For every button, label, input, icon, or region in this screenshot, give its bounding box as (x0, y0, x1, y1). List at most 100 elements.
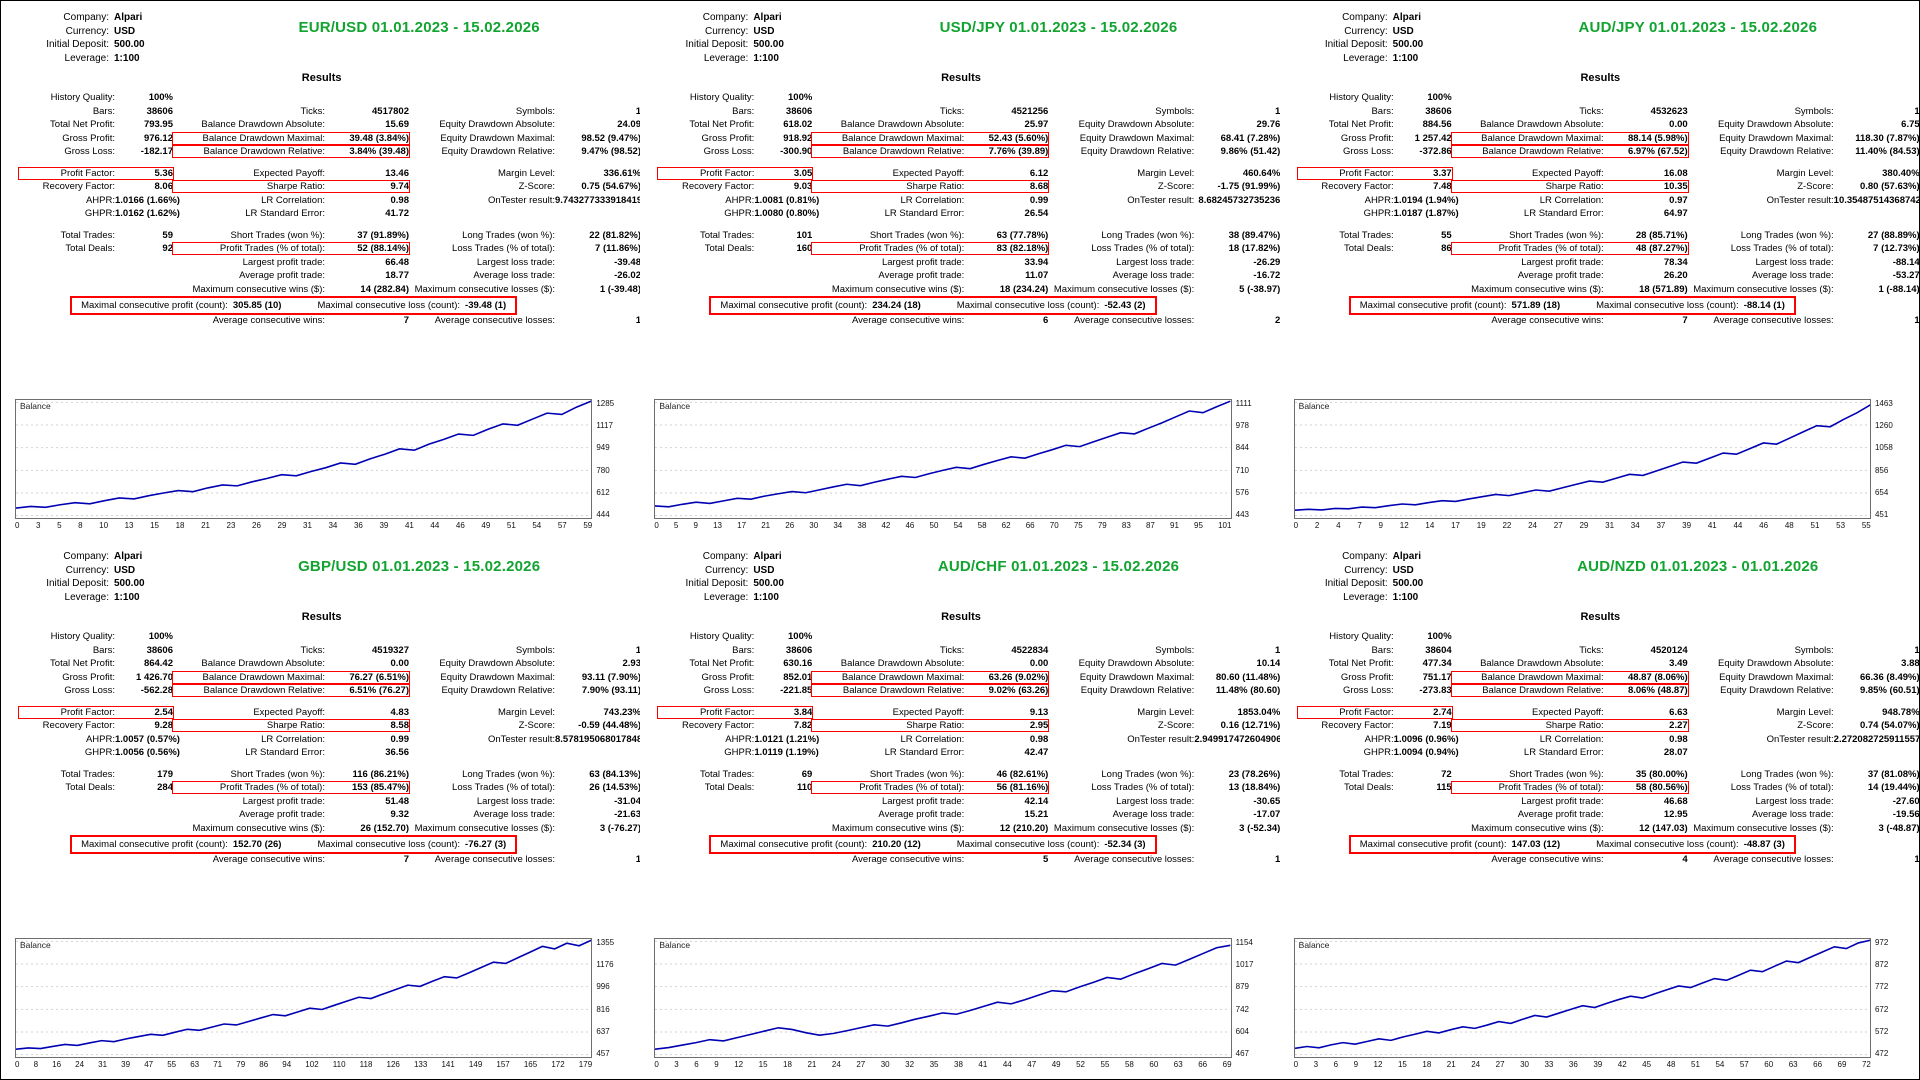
x-axis-tick: 2 (1314, 521, 1320, 530)
balance-chart: Balance 1111 978 844 710 576 443 0 5 9 13 17 21 26 30 3… (654, 399, 1267, 532)
stat-value: 793.95 (143, 119, 173, 131)
stat-value: 1.0094 (0.94%) (1393, 747, 1459, 759)
stat-label: Symbols: (515, 105, 555, 117)
chart-plot: Balance (15, 938, 593, 1058)
stat-value: 11.40% (84.53) (1855, 146, 1919, 158)
stat-label: Margin Level: (497, 167, 555, 179)
stats-row: AHPR: 1.0081 (0.81%) LR Correlation: 0.99 On… (658, 194, 1279, 208)
stat-label: Ticks: (939, 644, 965, 656)
stat-pair: Maximum consecutive losses ($): 3 (-52.34… (1048, 822, 1280, 834)
x-axis-tick: 14 (1425, 521, 1435, 530)
stat-value: 4517802 (372, 105, 409, 117)
stat-value: 24.09 (617, 119, 641, 131)
x-axis-tick: 9 (1353, 1060, 1359, 1069)
stat-value: 0.00 (390, 658, 410, 670)
stat-value: 305.85 (10) (232, 299, 282, 311)
x-axis-tick: 42 (1617, 1060, 1627, 1069)
stats-row-consecutive: Maximal consecutive profit (count): 571.8… (1298, 295, 1907, 315)
stat-pair: GHPR: 1.0162 (1.62%) (19, 208, 180, 219)
account-label: Leverage: (64, 591, 109, 603)
stat-value: 6.63 (1669, 706, 1688, 718)
stat-label: Z-Score: (1797, 720, 1834, 732)
stat-value: 42.47 (1024, 747, 1049, 759)
stat-label: Profit Trades (% of total): (1498, 782, 1604, 794)
stat-pair: History Quality: 100% (658, 92, 812, 103)
stat-label: Z-Score: (518, 720, 555, 732)
x-axis-tick: 39 (1593, 1060, 1603, 1069)
stat-label: Average consecutive losses: (1074, 854, 1195, 866)
account-value: 500.00 (753, 578, 784, 589)
stat-value: 1.0187 (1.87%) (1393, 208, 1459, 220)
stat-value: 3.84 (793, 706, 813, 718)
stat-label: Average loss trade: (1751, 809, 1834, 821)
stat-label: Short Trades (won %): (1509, 229, 1604, 241)
stat-value: 93.11 (7.90%) (581, 671, 641, 683)
stats-row: Gross Profit: 751.17 Balance Drawdown Maxi… (1298, 670, 1919, 685)
stats-row: Bars: 38606 Ticks: 4517802 Symbols: 1 (19, 105, 641, 119)
stat-value: 37 (81.08%) (1867, 768, 1919, 780)
stat-pair: Long Trades (won %): 22 (81.82%) (409, 230, 640, 241)
stats-row: Total Deals: 284 Profit Trades (% of total… (19, 781, 640, 795)
stat-pair: Short Trades (won %): 46 (82.61%) (812, 769, 1049, 780)
stat-label: Short Trades (won %): (869, 229, 965, 241)
x-axis-tick: 13 (713, 521, 723, 530)
balance-curve-svg (16, 939, 591, 1057)
x-axis-tick: 149 (468, 1060, 483, 1069)
stat-label: Largest profit trade: (1521, 256, 1604, 268)
stat-pair: Ticks: 4521256 (812, 106, 1048, 117)
stat-label: Margin Level: (497, 706, 555, 718)
stat-label: AHPR: (725, 733, 755, 745)
stat-value: 26 (14.53%) (589, 782, 641, 794)
stats-row-consecutive: Maximal consecutive profit (count): 234.2… (658, 295, 1267, 315)
stat-label: Profit Trades (% of total): (219, 782, 325, 794)
balance-curve-svg (1295, 400, 1870, 518)
stat-pair: Bars: 38606 (19, 106, 173, 117)
stat-value: 9.28 (154, 720, 174, 732)
stat-value: -48.87 (3) (1743, 838, 1785, 850)
stat-pair-highlighted: Balance Drawdown Maximal: 88.14 (5.98%) (1450, 131, 1689, 145)
stat-pair: Equity Drawdown Maximal: 118.30 (7.87%) (1688, 133, 1919, 144)
stat-pair: Average consecutive losses: 1 (409, 854, 641, 865)
stat-pair: Total Deals: 86 (1298, 243, 1452, 254)
stat-label: LR Standard Error: (245, 747, 325, 759)
stat-pair: Largest profit trade: 66.48 (173, 257, 409, 268)
stat-label: Expected Payoff: (892, 167, 965, 179)
stat-label: Symbols: (1794, 105, 1834, 117)
stat-value: 41.72 (385, 208, 409, 220)
panel-header: Company: Alpari Currency: USD Initial Deposi… (1294, 550, 1907, 604)
stat-value: 63 (84.13%) (589, 768, 641, 780)
stat-label: History Quality: (50, 92, 115, 104)
stat-label: Equity Drawdown Absolute: (1078, 119, 1195, 131)
stat-pair: Loss Trades (% of total): 7 (12.73%) (1688, 243, 1919, 254)
y-axis-tick: 949 (596, 443, 610, 453)
account-row: Company: Alpari (1308, 550, 1489, 564)
x-axis-tick: 70 (1049, 521, 1059, 530)
stat-label: Total Deals: (65, 782, 115, 794)
stats-table: History Quality: 100% Bars: 38606 Ticks: 4522… (654, 630, 1280, 867)
stat-value: 37 (91.89%) (357, 229, 409, 241)
stat-value: 9.32 (390, 809, 410, 821)
stat-pair: Bars: 38606 (658, 106, 812, 117)
account-label: Currency: (704, 25, 749, 37)
stat-pair: Balance Drawdown Absolute: 25.97 (812, 119, 1049, 130)
x-axis-tick: 15 (150, 521, 159, 530)
x-axis-tick: 3 (36, 521, 41, 530)
stat-pair: Gross Loss: -562.28 (19, 685, 173, 696)
stat-pair: Recovery Factor: 7.82 (658, 720, 812, 731)
stat-pair: Margin Level: 336.61% (409, 168, 640, 179)
stat-value: 9.02% (63.26) (988, 685, 1049, 697)
stat-pair: Total Deals: 284 (19, 782, 173, 793)
stat-value: 0.16 (12.71%) (1220, 720, 1280, 732)
stat-label: Short Trades (won %): (1509, 768, 1604, 780)
stat-value: 15.69 (385, 119, 409, 131)
x-axis-tick: 0 (654, 521, 659, 530)
stat-value: 3 (-52.34) (1239, 822, 1280, 834)
stat-value: 918.92 (783, 132, 813, 144)
stat-value: 51.48 (385, 795, 409, 807)
stat-value: 38606 (146, 105, 173, 117)
stat-value: 18 (17.82%) (1228, 243, 1280, 255)
y-axis-labels: 1355 1176 996 816 637 457 (592, 938, 628, 1058)
stat-label: Equity Drawdown Maximal: (1079, 132, 1195, 144)
account-value: 1:100 (753, 52, 779, 64)
stat-value: -88.14 (1892, 256, 1919, 268)
